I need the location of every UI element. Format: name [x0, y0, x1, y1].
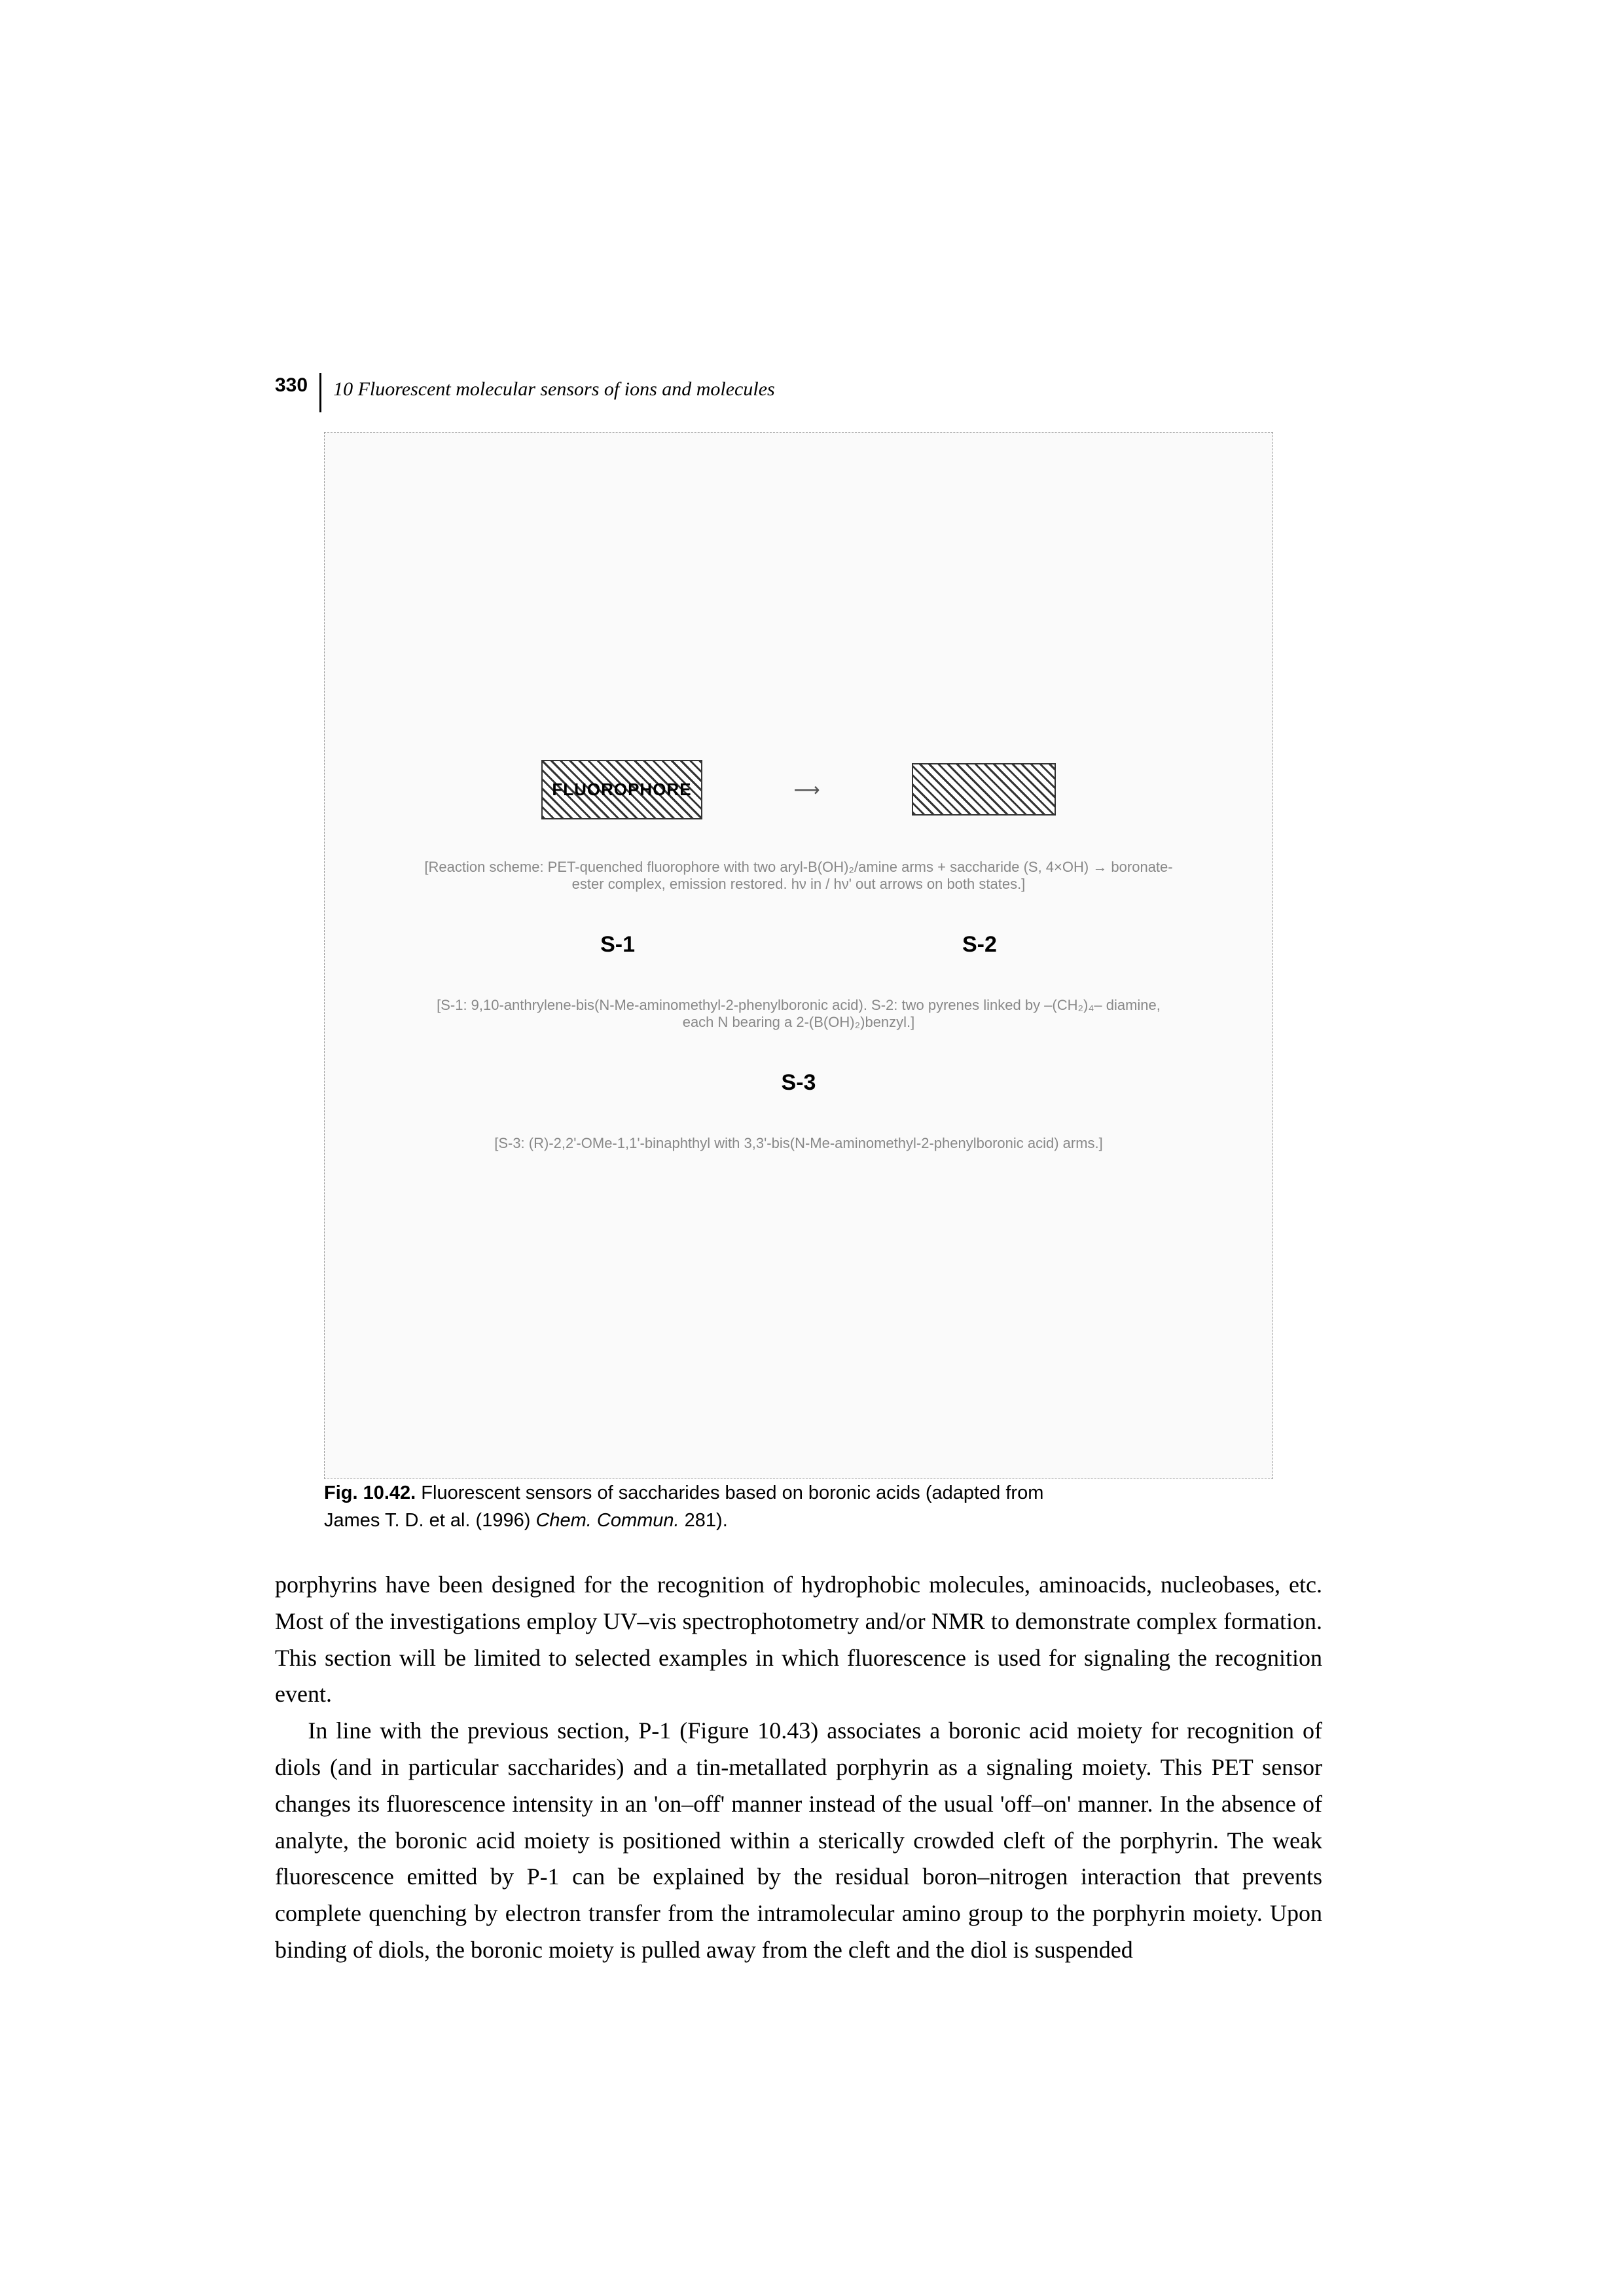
structure-label-s3: S-3 — [782, 1070, 816, 1096]
figure-caption-text-2: 281). — [679, 1510, 728, 1531]
fluorophore-box-product — [912, 763, 1056, 816]
structure-labels-row-1: S-1 S-2 — [600, 932, 997, 958]
figure-chemistry-diagram: FLUOROPHORE ⟶ [Reaction scheme: PET-quen… — [324, 432, 1273, 1479]
page-content: 330 10 Fluorescent molecular sensors of … — [275, 373, 1322, 1969]
body-text: porphyrins have been designed for the re… — [275, 1567, 1322, 1969]
figure-structures-hint-12: [S-1: 9,10-anthrylene-bis(N-Me-aminometh… — [420, 997, 1178, 1031]
figure-caption-tag: Fig. 10.42. — [324, 1482, 416, 1503]
figure-10-42: FLUOROPHORE ⟶ [Reaction scheme: PET-quen… — [324, 432, 1273, 1534]
figure-scheme-hint: [Reaction scheme: PET-quenched fluoropho… — [420, 859, 1178, 893]
structure-label-s2: S-2 — [962, 932, 997, 958]
running-header: 330 10 Fluorescent molecular sensors of … — [275, 373, 1322, 412]
figure-caption-italic: Chem. Commun. — [535, 1510, 679, 1531]
running-head: 10 Fluorescent molecular sensors of ions… — [333, 373, 775, 401]
figure-caption: Fig. 10.42. Fluorescent sensors of sacch… — [324, 1479, 1044, 1534]
figure-scheme-row: FLUOROPHORE ⟶ — [541, 760, 1055, 819]
paragraph-1: porphyrins have been designed for the re… — [275, 1567, 1322, 1713]
header-rule — [319, 373, 321, 412]
reaction-arrow-icon: ⟶ — [794, 779, 820, 800]
fluorophore-box: FLUOROPHORE — [541, 760, 702, 819]
paragraph-2: In line with the previous section, P-1 (… — [275, 1713, 1322, 1969]
page-number: 330 — [275, 373, 308, 397]
figure-structures-hint-3: [S-3: (R)-2,2'-OMe-1,1'-binaphthyl with … — [494, 1135, 1103, 1152]
structure-label-s1: S-1 — [600, 932, 635, 958]
